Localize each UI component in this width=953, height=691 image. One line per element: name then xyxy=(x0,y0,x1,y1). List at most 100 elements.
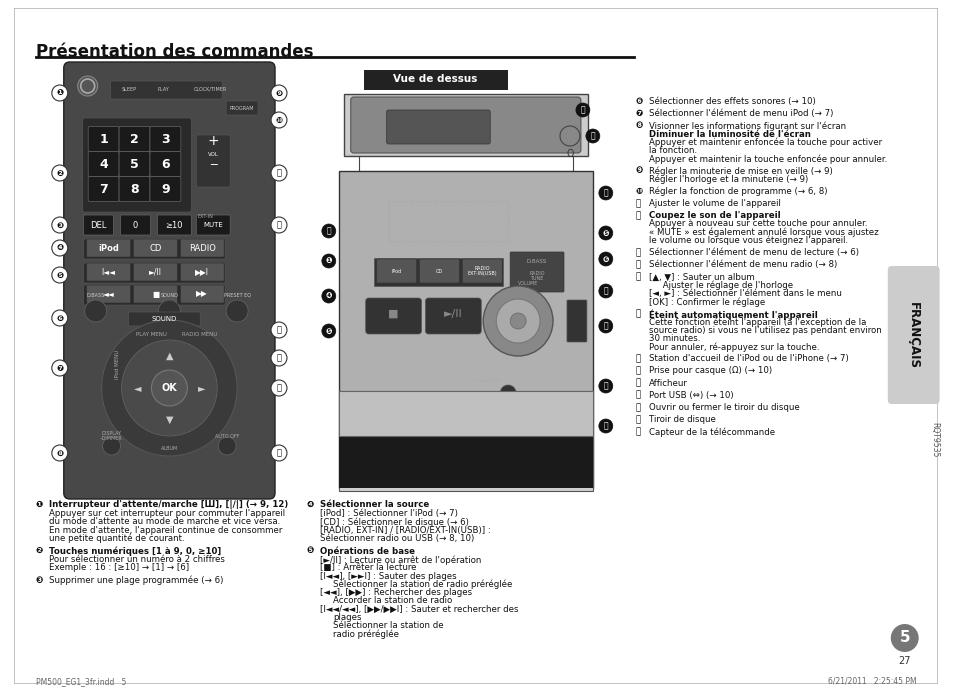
Text: ─: ─ xyxy=(210,159,216,169)
Text: FRANÇAIS: FRANÇAIS xyxy=(906,301,920,368)
Text: ⓱: ⓱ xyxy=(580,106,584,115)
Text: ❽: ❽ xyxy=(635,122,642,131)
FancyBboxPatch shape xyxy=(566,300,586,342)
Text: Appuyer et maintenir la touche enfoncée pour annuler.: Appuyer et maintenir la touche enfoncée … xyxy=(648,154,886,164)
Text: Supprimer une plage programmée (→ 6): Supprimer une plage programmée (→ 6) xyxy=(49,576,223,585)
Text: OK: OK xyxy=(161,383,177,393)
Text: SLEEP: SLEEP xyxy=(121,86,136,91)
Text: ❷: ❷ xyxy=(36,546,43,555)
Circle shape xyxy=(271,380,287,396)
Text: 6: 6 xyxy=(161,158,170,171)
Circle shape xyxy=(499,385,516,401)
FancyBboxPatch shape xyxy=(226,101,258,115)
Text: ㉓: ㉓ xyxy=(326,227,331,236)
Text: Pour annuler, ré-appuyez sur la touche.: Pour annuler, ré-appuyez sur la touche. xyxy=(648,342,819,352)
Text: ⓬: ⓬ xyxy=(635,211,640,220)
Text: source radio) si vous ne l'utilisez pas pendant environ: source radio) si vous ne l'utilisez pas … xyxy=(648,325,881,334)
Text: ►/II: ►/II xyxy=(443,309,462,319)
Text: Capteur de la télécommande: Capteur de la télécommande xyxy=(648,428,774,437)
Text: RADIO: RADIO xyxy=(189,243,215,252)
FancyBboxPatch shape xyxy=(87,285,131,303)
Text: iPod: iPod xyxy=(391,269,401,274)
Circle shape xyxy=(271,85,287,101)
Text: ⓯: ⓯ xyxy=(276,384,281,392)
Circle shape xyxy=(51,85,68,101)
Circle shape xyxy=(559,126,579,146)
Text: ❸: ❸ xyxy=(56,220,63,229)
Circle shape xyxy=(271,445,287,461)
Text: iPod MENU: iPod MENU xyxy=(115,350,120,379)
FancyBboxPatch shape xyxy=(83,118,192,212)
Text: radio préréglée: radio préréglée xyxy=(333,629,398,638)
Circle shape xyxy=(271,165,287,181)
Text: ▲: ▲ xyxy=(166,351,172,361)
Text: EXT-IN: EXT-IN xyxy=(197,214,213,219)
Text: 30 minutes.: 30 minutes. xyxy=(648,334,700,343)
Text: 2: 2 xyxy=(130,133,139,146)
FancyBboxPatch shape xyxy=(87,239,131,257)
Text: +: + xyxy=(207,134,219,148)
Text: Appuyer à nouveau sur cette touche pour annuler.: Appuyer à nouveau sur cette touche pour … xyxy=(648,220,866,229)
Text: plages: plages xyxy=(333,613,361,622)
Circle shape xyxy=(483,286,553,356)
Text: la fonction.: la fonction. xyxy=(648,146,696,155)
Circle shape xyxy=(226,300,248,322)
Text: ❻: ❻ xyxy=(56,314,63,323)
Text: [▲, ▼] : Sauter un album: [▲, ▼] : Sauter un album xyxy=(648,272,754,281)
Text: Tiroir de disque: Tiroir de disque xyxy=(648,415,715,424)
Text: CLOCK/TIMER: CLOCK/TIMER xyxy=(193,86,226,91)
Text: AUTO OFF: AUTO OFF xyxy=(214,433,239,439)
Text: ⓴: ⓴ xyxy=(635,391,640,400)
Text: ■: ■ xyxy=(388,309,398,319)
Text: 8: 8 xyxy=(130,182,139,196)
Text: Prise pour casque (Ω) (→ 10): Prise pour casque (Ω) (→ 10) xyxy=(648,366,771,375)
Circle shape xyxy=(321,324,335,338)
Text: Visionner les informations figurant sur l'écran: Visionner les informations figurant sur … xyxy=(648,122,845,131)
Circle shape xyxy=(77,76,97,96)
Text: ❼: ❼ xyxy=(56,363,63,372)
Text: CD: CD xyxy=(436,269,442,274)
Text: Ajuster le réglage de l'horloge: Ajuster le réglage de l'horloge xyxy=(648,281,792,290)
Text: OPEN/CLOSE: OPEN/CLOSE xyxy=(475,379,501,383)
Text: ❻: ❻ xyxy=(602,254,608,263)
Text: ■: ■ xyxy=(152,290,159,299)
Text: Éteint automatiquement l'appareil: Éteint automatiquement l'appareil xyxy=(648,309,817,320)
Text: Sélectionner des effets sonores (→ 10): Sélectionner des effets sonores (→ 10) xyxy=(648,97,815,106)
Text: ㉓: ㉓ xyxy=(635,428,640,437)
Circle shape xyxy=(321,254,335,268)
Text: ❺: ❺ xyxy=(56,270,63,279)
Circle shape xyxy=(598,319,612,333)
FancyBboxPatch shape xyxy=(157,215,192,235)
Text: ⓫: ⓫ xyxy=(603,287,607,296)
Text: ⓯: ⓯ xyxy=(635,272,640,281)
Text: ❸: ❸ xyxy=(36,576,43,585)
FancyBboxPatch shape xyxy=(338,391,592,436)
Text: Afficheur: Afficheur xyxy=(648,379,687,388)
Circle shape xyxy=(598,252,612,266)
FancyBboxPatch shape xyxy=(150,176,181,202)
Text: Vue de dessus: Vue de dessus xyxy=(393,74,477,84)
Circle shape xyxy=(271,112,287,128)
Text: VOLUME: VOLUME xyxy=(517,281,537,285)
Circle shape xyxy=(598,226,612,240)
Text: ⓭: ⓭ xyxy=(635,248,640,257)
Text: ⓮: ⓮ xyxy=(276,354,281,363)
Text: Exemple : 16 : [≥10] → [1] → [6]: Exemple : 16 : [≥10] → [1] → [6] xyxy=(49,563,189,572)
Text: 27: 27 xyxy=(898,656,910,666)
FancyBboxPatch shape xyxy=(196,135,230,187)
Text: 0: 0 xyxy=(132,220,138,229)
Text: DEL: DEL xyxy=(91,220,107,229)
Text: En mode d'attente, l'appareil continue de consommer: En mode d'attente, l'appareil continue d… xyxy=(49,526,282,535)
Circle shape xyxy=(158,300,180,322)
Text: Coupez le son de l'appareil: Coupez le son de l'appareil xyxy=(648,211,780,220)
FancyBboxPatch shape xyxy=(84,263,225,283)
Circle shape xyxy=(321,224,335,238)
FancyBboxPatch shape xyxy=(111,81,222,99)
FancyBboxPatch shape xyxy=(119,126,150,151)
Text: ⓬: ⓬ xyxy=(276,220,281,229)
FancyBboxPatch shape xyxy=(887,266,939,404)
Text: ⓲: ⓲ xyxy=(590,131,595,140)
Text: Station d'accueil de l'iPod ou de l'iPhone (→ 7): Station d'accueil de l'iPod ou de l'iPho… xyxy=(648,354,847,363)
FancyBboxPatch shape xyxy=(150,151,181,176)
Text: 7: 7 xyxy=(99,182,108,196)
